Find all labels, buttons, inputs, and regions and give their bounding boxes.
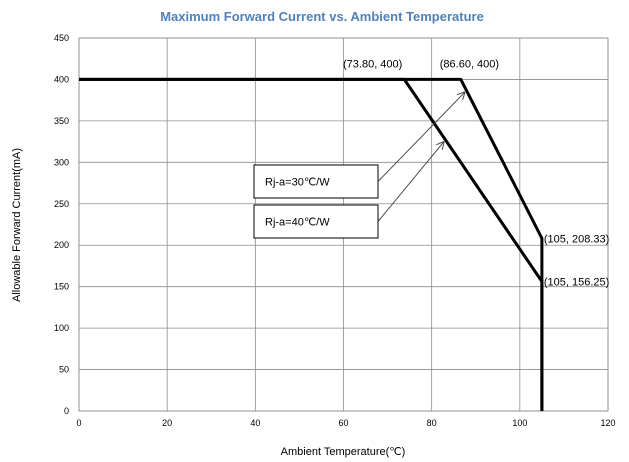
y-tick-label: 100 (54, 323, 69, 333)
y-axis-label: Allowable Forward Current(mA) (11, 148, 23, 302)
chart-title: Maximum Forward Current vs. Ambient Temp… (160, 9, 484, 24)
callout-box-2 (253, 204, 379, 239)
point-annotation-2: (86.60, 400) (440, 58, 499, 70)
callouts: Rj-a=30℃/W Rj-a=40℃/W (253, 93, 464, 239)
x-tick-labels: 0 20 40 60 80 100 120 (76, 418, 615, 428)
y-tick-label: 350 (54, 116, 69, 126)
y-tick-label: 250 (54, 199, 69, 209)
x-tick-label: 40 (250, 418, 260, 428)
y-tick-label: 300 (54, 157, 69, 167)
point-annotations: (73.80, 400) (86.60, 400) (105, 208.33) (10… (343, 58, 609, 288)
y-tick-label: 0 (64, 406, 69, 416)
callout-arrow-2 (377, 142, 444, 222)
y-tick-labels: 0 50 100 150 200 250 300 350 400 450 (54, 33, 69, 416)
x-tick-label: 0 (76, 418, 81, 428)
point-annotation-3: (105, 208.33) (544, 233, 609, 245)
callout-label-1: Rj-a=30℃/W (265, 177, 330, 189)
plot-frame (78, 37, 609, 412)
callout-arrow-1 (377, 93, 464, 182)
y-tick-label: 200 (54, 240, 69, 250)
x-tick-label: 120 (600, 418, 615, 428)
y-tick-label: 50 (59, 365, 69, 375)
x-tick-label: 100 (512, 418, 527, 428)
point-annotation-1: (73.80, 400) (343, 58, 402, 70)
y-tick-label: 450 (54, 33, 69, 43)
x-tick-label: 80 (427, 418, 437, 428)
x-tick-label: 20 (162, 418, 172, 428)
callout-box-1 (253, 164, 379, 199)
x-axis-label: Ambient Temperature(℃) (281, 446, 406, 458)
callout-label-2: Rj-a=40℃/W (265, 217, 330, 229)
x-tick-label: 60 (338, 418, 348, 428)
y-tick-label: 400 (54, 74, 69, 84)
y-tick-label: 150 (54, 282, 69, 292)
series-line-2 (79, 77, 544, 411)
series-lines (79, 77, 544, 411)
point-annotation-4: (105, 156.25) (544, 276, 609, 288)
